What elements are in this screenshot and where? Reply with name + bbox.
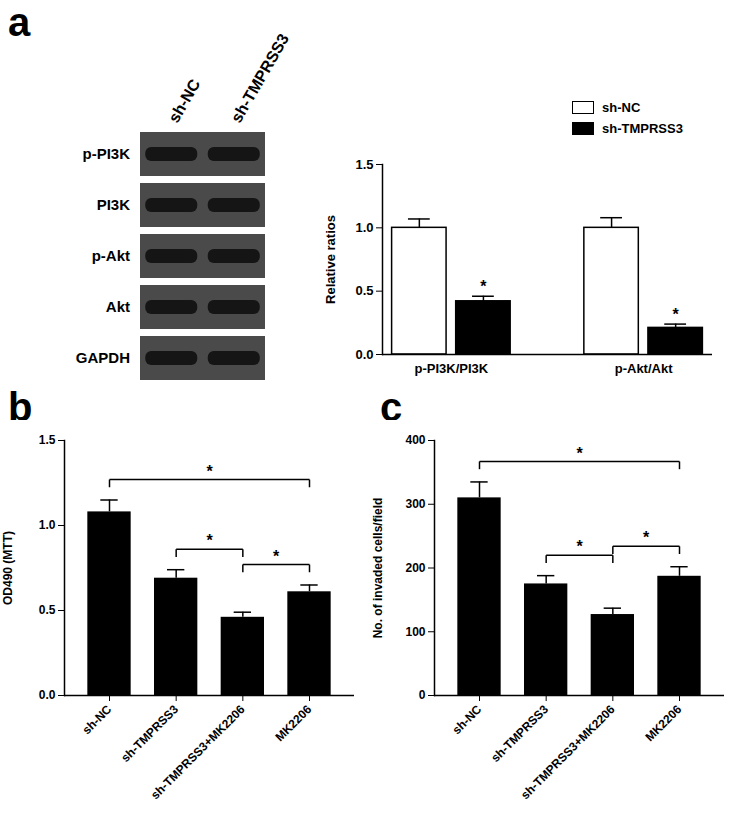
svg-text:400: 400 (405, 433, 425, 447)
svg-text:PI3K: PI3K (97, 196, 131, 213)
svg-text:0: 0 (419, 688, 426, 702)
svg-text:200: 200 (405, 561, 425, 575)
svg-text:sh-NC: sh-NC (165, 76, 203, 126)
svg-text:p-PI3K/PI3K: p-PI3K/PI3K (415, 361, 489, 376)
svg-text:MK2206: MK2206 (642, 702, 684, 744)
svg-text:0.5: 0.5 (39, 603, 56, 617)
svg-text:sh-TMPRSS3: sh-TMPRSS3 (118, 702, 181, 765)
html-text:c: c (380, 385, 403, 429)
svg-text:p-Akt/Akt: p-Akt/Akt (615, 361, 673, 376)
svg-text:*: * (643, 529, 650, 546)
svg-text:1.0: 1.0 (355, 220, 373, 235)
svg-text:1.5: 1.5 (39, 433, 56, 447)
svg-text:Relative ratios: Relative ratios (323, 215, 338, 304)
html-text:a: a (8, 0, 31, 44)
svg-text:1.5: 1.5 (355, 157, 373, 172)
svg-text:GAPDH: GAPDH (76, 349, 130, 366)
svg-text:OD490 (MTT): OD490 (MTT) (1, 531, 15, 605)
svg-text:sh-TMPRSS3: sh-TMPRSS3 (488, 702, 551, 765)
svg-text:sh-TMPRSS3+MK2206: sh-TMPRSS3+MK2206 (148, 702, 248, 802)
svg-text:Akt: Akt (106, 298, 130, 315)
svg-text:*: * (206, 463, 213, 480)
svg-text:p-PI3K: p-PI3K (82, 145, 130, 162)
svg-text:1.0: 1.0 (39, 518, 56, 532)
svg-text:0.0: 0.0 (39, 688, 56, 702)
svg-text:300: 300 (405, 497, 425, 511)
svg-text:*: * (273, 548, 280, 565)
html-text:b: b (8, 385, 33, 429)
svg-text:*: * (673, 306, 680, 323)
svg-text:sh-NC: sh-NC (449, 702, 484, 737)
html-text:sh-TMPRSS3: sh-TMPRSS3 (602, 121, 683, 136)
svg-text:0.5: 0.5 (355, 283, 373, 298)
svg-text:MK2206: MK2206 (272, 702, 314, 744)
svg-text:sh-NC: sh-NC (79, 702, 114, 737)
svg-text:p-Akt: p-Akt (92, 247, 130, 264)
svg-text:No. of invaded cells/field: No. of invaded cells/field (371, 498, 385, 639)
svg-text:sh-TMPRSS3+MK2206: sh-TMPRSS3+MK2206 (518, 702, 618, 802)
svg-text:100: 100 (405, 625, 425, 639)
svg-text:*: * (480, 278, 487, 295)
svg-text:sh-TMPRSS3: sh-TMPRSS3 (228, 31, 293, 126)
svg-text:*: * (206, 532, 213, 549)
svg-text:*: * (576, 538, 583, 555)
html-text:sh-NC: sh-NC (602, 100, 641, 115)
svg-text:*: * (576, 445, 583, 462)
svg-text:0.0: 0.0 (355, 347, 373, 362)
